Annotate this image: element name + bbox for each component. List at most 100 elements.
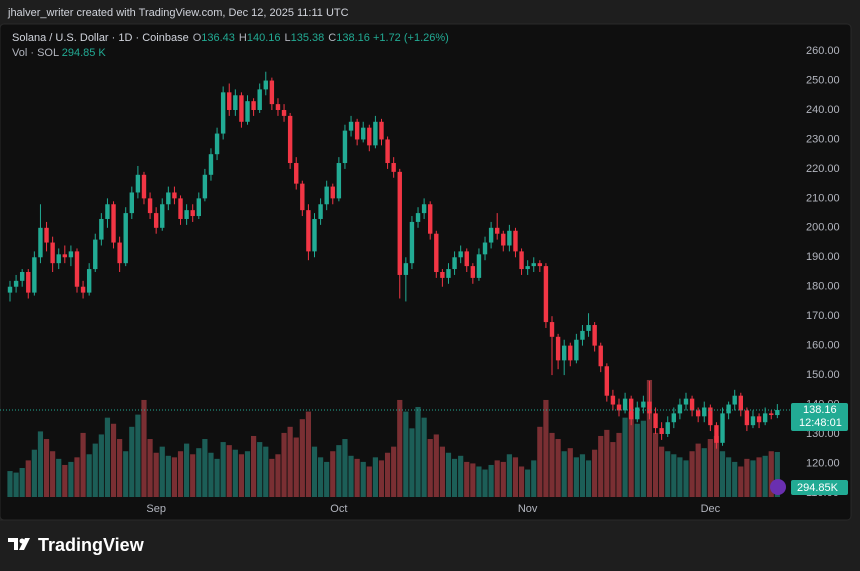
volume-bar [263,446,269,497]
volume-bar [701,448,707,497]
y-tick-label: 200.00 [806,222,840,234]
volume-bar [518,466,525,497]
volume-bar [585,460,592,497]
volume-bar [646,379,653,497]
legend-value: 294.85 K [61,47,106,59]
candle-body [86,269,92,293]
candle-body [775,409,780,416]
volume-bar [372,457,378,497]
volume-bar [512,457,519,497]
candle-body [147,198,153,214]
candle-body [275,104,281,111]
volume-bar [98,434,104,497]
candle-body [446,269,451,278]
candle-body [330,186,335,199]
volume-bar [330,451,336,497]
volume-bar [317,457,324,497]
candle-body [464,251,469,267]
candle-body [26,272,31,293]
volume-bar [104,417,111,497]
candle-body [196,198,201,217]
candle-body [50,242,55,264]
candle-body [476,254,482,278]
volume-bar [378,460,385,497]
volume-bar [305,411,312,497]
candles [7,71,780,449]
legend-key: H [238,32,247,44]
volume-bar [531,460,537,497]
volume-bar [397,399,403,497]
candle-body [586,325,591,331]
volume-bar [147,439,153,497]
candle-body [129,192,134,214]
candle-body [300,183,305,211]
volume-bar [671,454,677,497]
legend-title: Solana / U.S. Dollar · 1D · Coinbase [12,32,189,44]
volume-bar [190,454,196,497]
candle-body [495,227,500,234]
candle-body [561,345,567,361]
candle-body [239,95,244,122]
candle-body [324,186,329,205]
candle-body [470,266,476,278]
volume-bar [25,460,31,497]
volume-bar [56,458,62,497]
candle-body [123,213,128,264]
volume-bar [232,449,238,497]
candle-body [38,227,43,258]
volume-bar [19,468,25,497]
volume-bar [184,443,190,497]
candle-body [507,230,512,246]
candle-body [622,398,628,411]
candle-body [641,401,646,408]
legend-value: 140.16 [246,32,281,44]
candle-body [220,92,226,134]
volume-bar [665,451,671,497]
volume-bar [62,464,68,497]
y-tick-label: 210.00 [806,192,840,204]
candle-body [458,251,463,258]
volume-bar [391,446,397,497]
volume-bar [774,452,780,497]
volume-bar [451,458,458,497]
candle-body [312,218,317,252]
volume-bar [628,411,634,497]
volume-bar [348,455,354,497]
volume-bar [659,446,665,497]
candle-body [482,242,488,255]
x-tick-label: Oct [330,503,347,515]
x-tick-label: Dec [701,503,721,515]
volume-bar [525,469,531,497]
candle-body [202,174,208,199]
volume-bar [110,423,117,497]
volume-bar [177,451,184,497]
volume-bar [415,406,421,497]
candle-body [348,121,354,131]
candle-body [683,398,689,405]
candle-body [153,213,159,228]
candle-body [245,101,250,122]
candle-body [635,407,640,420]
legend: Solana / U.S. Dollar · 1D · Coinbase O136… [12,31,449,61]
candle-body [653,413,658,429]
volume-bar [92,443,98,497]
candle-body [604,366,610,396]
volume-bar [762,455,768,497]
volume-bar [494,460,500,497]
candle-body [257,89,262,111]
candle-body [160,204,165,228]
candle-body [361,127,366,140]
volume-bar [750,460,756,497]
app-icon [770,479,786,495]
volume-bar [476,466,482,497]
candle-body [263,80,268,90]
candle-body [44,227,49,243]
candle-body [488,227,494,243]
volume-bar [579,454,586,497]
volume-bar [707,439,713,497]
y-tick-label: 250.00 [806,74,840,86]
volume-bar [445,452,452,497]
volume-bar [683,460,689,497]
